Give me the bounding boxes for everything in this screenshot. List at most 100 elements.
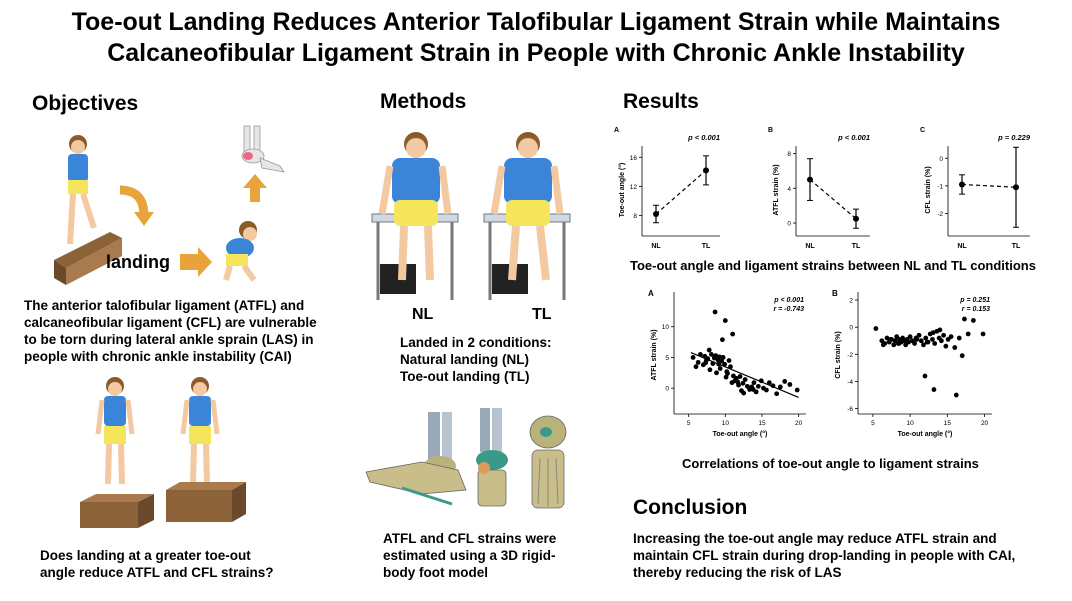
x-tick-label-scatter-A: 5 [687,420,691,427]
question-line-1: Does landing at a greater toe-out [40,548,251,563]
ankle-skeleton-icon [241,125,285,173]
scatter-point-B [873,326,879,331]
y-axis-label-top-B: ATFL strain (%) [773,164,780,215]
scatter-point-B [912,341,917,346]
scatter-point-A [717,366,723,371]
question-line-2: angle reduce ATFL and CFL strains? [40,565,274,580]
mean-point-top-A [653,211,659,217]
y-tick-label-top-C: -2 [937,211,943,218]
scatter-point-B [884,335,890,341]
y-tick-label-scatter-B: -4 [847,379,853,386]
scatter-point-B [943,343,949,349]
scatter-point-A [733,375,739,381]
scatter-point-B [932,341,938,346]
scatter-point-A [766,380,772,386]
scatter-point-B [930,337,935,342]
scatter-point-B [959,353,965,359]
x-tick-label-scatter-A: 15 [758,420,766,427]
scatter-point-A [723,374,729,380]
up-arrow-icon [243,174,267,202]
mean-point-top-B [807,176,813,183]
p-value-label-top-C: p = 0.229 [997,133,1031,142]
methods-seated-illustration [371,132,571,300]
scatter-point-A [693,364,699,370]
stats-label-scatter-B: r = 0.153 [962,306,990,313]
y-tick-label-scatter-B: -2 [847,352,853,359]
scatter-point-B [922,373,928,379]
x-tick-label-scatter-B: 10 [906,420,914,427]
x-tick-label-top-A: TL [702,243,711,250]
scatter-point-A [737,374,743,379]
foot-model-top-icon [529,415,567,509]
scatter-point-A [690,355,696,360]
scatter-point-A [707,367,713,373]
objectives-line-4: people with chronic ankle instability (C… [24,349,292,364]
landing-block-icon [54,232,122,285]
scatter-point-A [787,382,793,387]
conditions-line-2: Natural landing (NL) [400,352,529,367]
objectives-heading: Objectives [32,92,139,115]
scatter-point-A [703,360,708,366]
x-tick-label-top-A: NL [651,243,661,250]
p-value-label-top-B: p < 0.001 [837,133,870,142]
foot-model-side-icon [365,412,467,506]
panel-label-top-C: C [920,127,925,134]
landing-label: landing [106,252,170,272]
y-tick-label-scatter-B: 2 [849,298,853,305]
y-tick-label-top-A: 16 [630,155,638,162]
foot-model-illustration [365,408,567,509]
person-on-step-icon [67,135,97,245]
panel-label-scatter-B: B [832,289,838,298]
scatter-point-A [706,347,712,353]
model-line-3: body foot model [383,565,488,580]
mean-connector-line-top-A [655,169,707,215]
scatter-point-B [937,327,943,333]
scatter-point-A [695,359,701,365]
methods-heading: Methods [380,90,467,113]
scatter-point-B [930,330,936,336]
objectives-question: Does landing at a greater toe-out angle … [40,547,320,581]
scatter-point-A [794,387,800,393]
x-axis-label-scatter-A: Toe-out angle (°) [713,430,768,438]
scatter-point-A [712,309,718,315]
nl-label: NL [412,306,434,323]
scatter-point-A [751,380,757,386]
scatter-point-A [717,354,722,360]
standing-people-illustration [80,377,246,528]
scatter-point-B [907,334,913,340]
person-on-box-icon [180,377,220,485]
objectives-line-1: The anterior talofibular ligament (ATFL)… [24,298,305,313]
scatter-point-B [952,345,958,350]
x-tick-label-top-C: NL [957,243,967,250]
scatter-point-A [741,390,747,396]
scatter-point-B [953,392,959,398]
stats-label-scatter-B: p = 0.251 [959,297,990,304]
scatter-point-A [782,379,788,384]
y-tick-label-top-C: -1 [937,183,943,190]
conclusion-line-2: maintain CFL strain during drop-landing … [633,548,1016,563]
y-tick-label-scatter-B: 0 [849,325,853,332]
poster-title: Toe-out Landing Reduces Anterior Talofib… [0,7,1072,69]
y-tick-label-scatter-B: -6 [847,406,853,413]
scatter-point-A [724,369,730,374]
y-tick-label-top-B: 0 [787,221,791,228]
y-tick-label-scatter-A: 0 [665,386,669,393]
scatter-point-A [698,351,703,357]
scatter-point-A [713,353,719,359]
x-tick-label-scatter-A: 20 [795,420,803,427]
mean-point-top-A [703,167,709,174]
mean-connector-line-top-B [809,179,857,220]
results-caption-1: Toe-out angle and ligament strains betwe… [630,258,1036,273]
scatter-point-A [716,361,722,367]
objectives-text: The anterior talofibular ligament (ATFL)… [24,297,324,365]
scatter-point-B [913,335,919,341]
objectives-line-3: to be torn during lateral ankle sprain (… [24,332,314,347]
y-axis-label-scatter-A: ATFL strain (%) [651,329,658,380]
model-line-1: ATFL and CFL strains were [383,531,557,546]
title-line-2: Calcaneofibular Ligament Strain in Peopl… [107,39,965,67]
results-charts: Ap < 0.001 8 12 16 Toe-out angle (°) NL TL Bp <… [614,127,1031,438]
panel-label-top-A: A [614,127,619,134]
tl-label: TL [532,306,552,323]
scatter-point-A [728,364,733,370]
step-block-icon [80,494,154,528]
